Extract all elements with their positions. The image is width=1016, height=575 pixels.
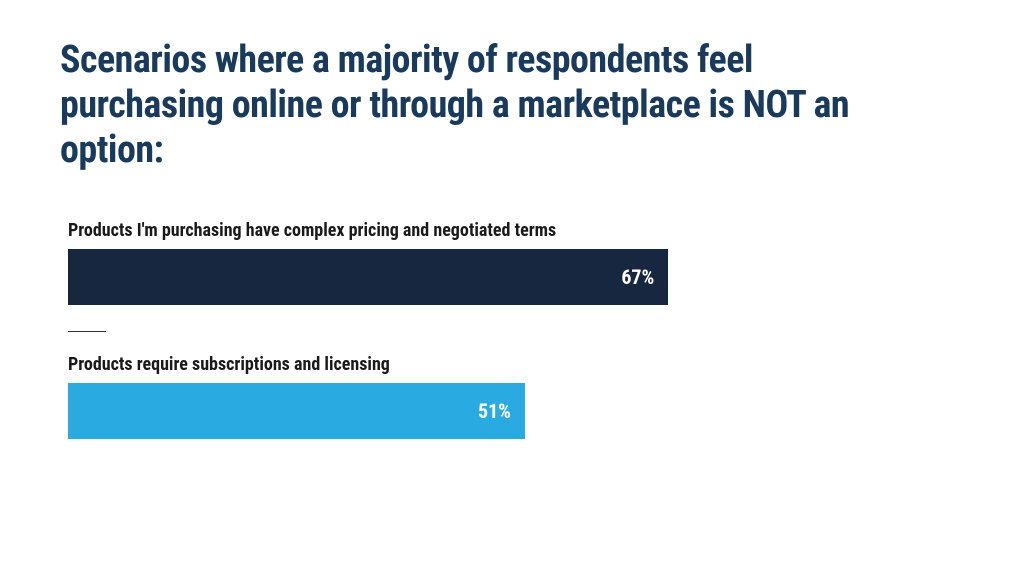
bar-value: 67% [621, 265, 668, 289]
chart-title: Scenarios where a majority of respondent… [60, 38, 880, 172]
divider [68, 331, 106, 332]
horizontal-bar-chart: Products I'm purchasing have complex pri… [60, 220, 956, 439]
bar-group: Products require subscriptions and licen… [68, 354, 956, 439]
bar-group: Products I'm purchasing have complex pri… [68, 220, 956, 305]
bar-track: 67% [68, 249, 964, 305]
bar-label: Products require subscriptions and licen… [68, 354, 956, 375]
bar-value: 51% [478, 399, 525, 423]
bar-fill: 51% [68, 383, 525, 439]
bar-track: 51% [68, 383, 964, 439]
bar-fill: 67% [68, 249, 668, 305]
bar-label: Products I'm purchasing have complex pri… [68, 220, 956, 241]
